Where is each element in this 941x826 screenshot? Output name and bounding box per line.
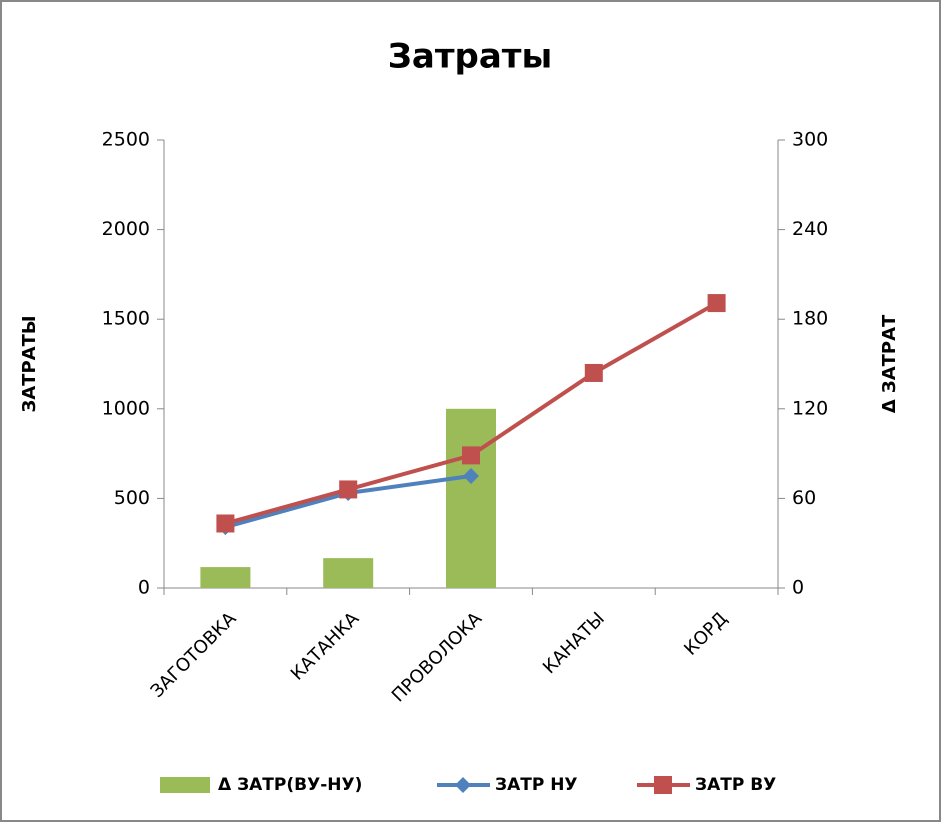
marker bbox=[462, 446, 480, 465]
legend-label: Δ ЗАТР(ВУ-НУ) bbox=[218, 775, 362, 795]
marker bbox=[584, 363, 603, 382]
y2-tick-label: 300 bbox=[792, 129, 828, 151]
bar bbox=[200, 567, 251, 588]
marker bbox=[216, 514, 235, 533]
marker bbox=[707, 294, 726, 313]
y-tick-label: 1000 bbox=[102, 397, 150, 419]
legend-label: ЗАТР НУ bbox=[495, 775, 578, 795]
legend-swatch bbox=[160, 777, 210, 793]
y2-tick-label: 240 bbox=[792, 218, 828, 240]
legend-marker bbox=[455, 777, 471, 793]
y2-axis-label: Δ ЗАТРАТ bbox=[879, 314, 900, 413]
y2-tick-label: 120 bbox=[792, 397, 828, 419]
bar bbox=[323, 558, 374, 588]
y-tick-label: 2500 bbox=[102, 129, 150, 151]
y-tick-label: 0 bbox=[138, 577, 150, 599]
bar bbox=[446, 408, 496, 588]
legend-marker bbox=[654, 776, 672, 794]
legend-label: ЗАТР ВУ bbox=[695, 775, 776, 795]
y-axis-label: ЗАТРАТЫ bbox=[19, 315, 40, 412]
chart-title: Затраты bbox=[388, 37, 553, 77]
marker bbox=[463, 468, 479, 484]
y2-tick-label: 60 bbox=[792, 487, 816, 509]
y-tick-label: 500 bbox=[114, 487, 150, 509]
y2-tick-label: 180 bbox=[792, 308, 828, 330]
y-tick-label: 2000 bbox=[102, 218, 150, 240]
y2-tick-label: 0 bbox=[792, 577, 804, 599]
y-tick-label: 1500 bbox=[102, 308, 150, 330]
marker bbox=[339, 480, 358, 499]
